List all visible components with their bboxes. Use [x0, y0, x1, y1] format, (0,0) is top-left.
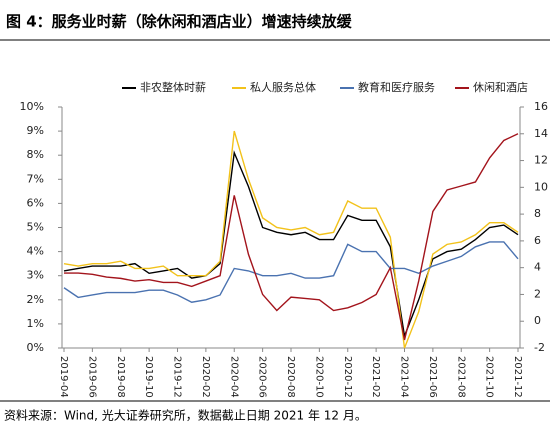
- x-tick-label: 2020-06: [257, 356, 268, 398]
- x-tick-label: 2021-12: [512, 356, 523, 398]
- x-tick-label: 2019-04: [58, 356, 69, 398]
- series-line: [63, 130, 519, 349]
- y2-tick-label: 16: [534, 100, 548, 113]
- legend-label: 私人服务总体: [250, 80, 316, 94]
- y-tick-label: 2%: [27, 293, 44, 306]
- y-tick-label: 3%: [27, 269, 44, 282]
- y2-tick-label: 10: [534, 180, 548, 193]
- x-tick-label: 2021-02: [370, 356, 381, 398]
- y-tick-label: 8%: [27, 148, 44, 161]
- y2-tick-label: 0: [534, 314, 541, 327]
- series-line: [64, 133, 519, 341]
- x-tick-label: 2021-08: [455, 356, 466, 398]
- x-tick-label: 2020-08: [285, 356, 296, 398]
- y2-tick-label: 6: [534, 234, 541, 247]
- y-tick-label: 10%: [20, 100, 44, 113]
- source: 资料来源：Wind, 光大证券研究所，数据截止日期 2021 年 12 月。: [4, 408, 367, 423]
- x-tick-label: 2020-12: [342, 356, 353, 398]
- x-tick-label: 2020-10: [313, 356, 324, 398]
- x-tick-label: 2020-02: [200, 356, 211, 398]
- chart-title: 图 4：服务业时薪（除休闲和酒店业）增速持续放缓: [6, 13, 353, 31]
- y-tick-label: 0%: [27, 341, 44, 354]
- y-tick-label: 7%: [27, 172, 44, 185]
- y2-tick-label: -2: [534, 341, 545, 354]
- y2-tick-label: 14: [534, 127, 548, 140]
- legend-label: 非农整体时薪: [140, 80, 206, 94]
- y-tick-label: 1%: [27, 317, 44, 330]
- x-tick-label: 2021-04: [399, 356, 410, 398]
- x-tick-label: 2021-10: [484, 356, 495, 398]
- legend-label: 休闲和酒店: [473, 80, 528, 94]
- x-tick-label: 2019-06: [86, 356, 97, 398]
- x-tick-label: 2019-12: [172, 356, 183, 398]
- x-tick-label: 2019-08: [115, 356, 126, 398]
- x-tick-label: 2019-10: [143, 356, 154, 398]
- x-tick-label: 2020-04: [228, 356, 239, 398]
- y2-tick-label: 8: [534, 207, 541, 220]
- legend-label: 教育和医疗服务: [358, 80, 435, 94]
- y-tick-label: 5%: [27, 221, 44, 234]
- series-line: [63, 150, 519, 339]
- y2-tick-label: 12: [534, 154, 548, 167]
- x-tick-label: 2021-06: [427, 356, 438, 398]
- y-tick-label: 9%: [27, 124, 44, 137]
- y-tick-label: 6%: [27, 196, 44, 209]
- y2-tick-label: 2: [534, 287, 541, 300]
- series-line: [63, 241, 519, 303]
- y2-tick-label: 4: [534, 261, 541, 274]
- y-tick-label: 4%: [27, 245, 44, 258]
